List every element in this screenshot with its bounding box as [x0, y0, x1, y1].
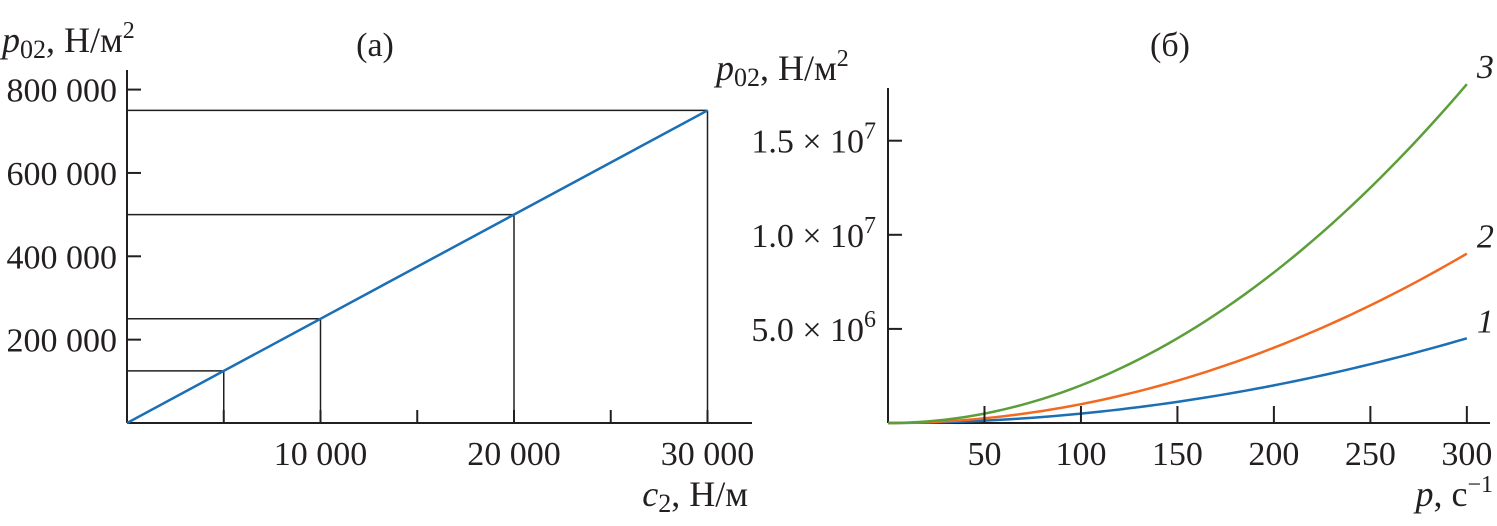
x-tick-label: 100	[1055, 436, 1106, 473]
y-tick-label: 1.0 × 107	[751, 213, 876, 255]
x-tick-label: 150	[1152, 436, 1203, 473]
y-tick-label: 1.5 × 107	[751, 119, 876, 161]
chart-a-panel-label: (а)	[356, 27, 394, 64]
x-tick-label: 200	[1248, 436, 1299, 473]
y-tick-label: 400 000	[7, 239, 118, 276]
x-tick-label: 10 000	[274, 436, 368, 473]
series-line-3	[887, 83, 1468, 425]
chart-a: p02, Н/м2 (а) c2, Н/м 10 000 20 000 30 000…	[0, 18, 754, 518]
y-tick-label: 600 000	[7, 156, 118, 193]
x-tick-label: 50	[967, 436, 1001, 473]
chart-b: p02, Н/м2 (б) p, с−1 1 2 3 50 100 150 200 250 30…	[713, 27, 1494, 514]
x-tick-label: 30 000	[661, 436, 755, 473]
y-tick-label: 5.0 × 106	[751, 307, 876, 349]
chart-b-ylabel: p02, Н/м2	[713, 46, 849, 92]
chart-a-ylabel: p02, Н/м2	[0, 18, 135, 64]
x-tick-label: 20 000	[467, 436, 561, 473]
y-tick-label: 800 000	[7, 73, 118, 110]
chart-b-panel-label: (б)	[1150, 27, 1190, 64]
series-label-2: 2	[1477, 219, 1494, 256]
chart-a-xlabel: c2, Н/м	[642, 474, 748, 518]
series-line	[126, 109, 709, 425]
y-tick-label: 200 000	[7, 323, 118, 360]
x-tick-label: 250	[1345, 436, 1396, 473]
chart-b-xlabel: p, с−1	[1412, 472, 1493, 514]
series-label-1: 1	[1477, 303, 1494, 340]
series-label-3: 3	[1476, 49, 1494, 86]
x-tick-label: 300	[1441, 436, 1492, 473]
